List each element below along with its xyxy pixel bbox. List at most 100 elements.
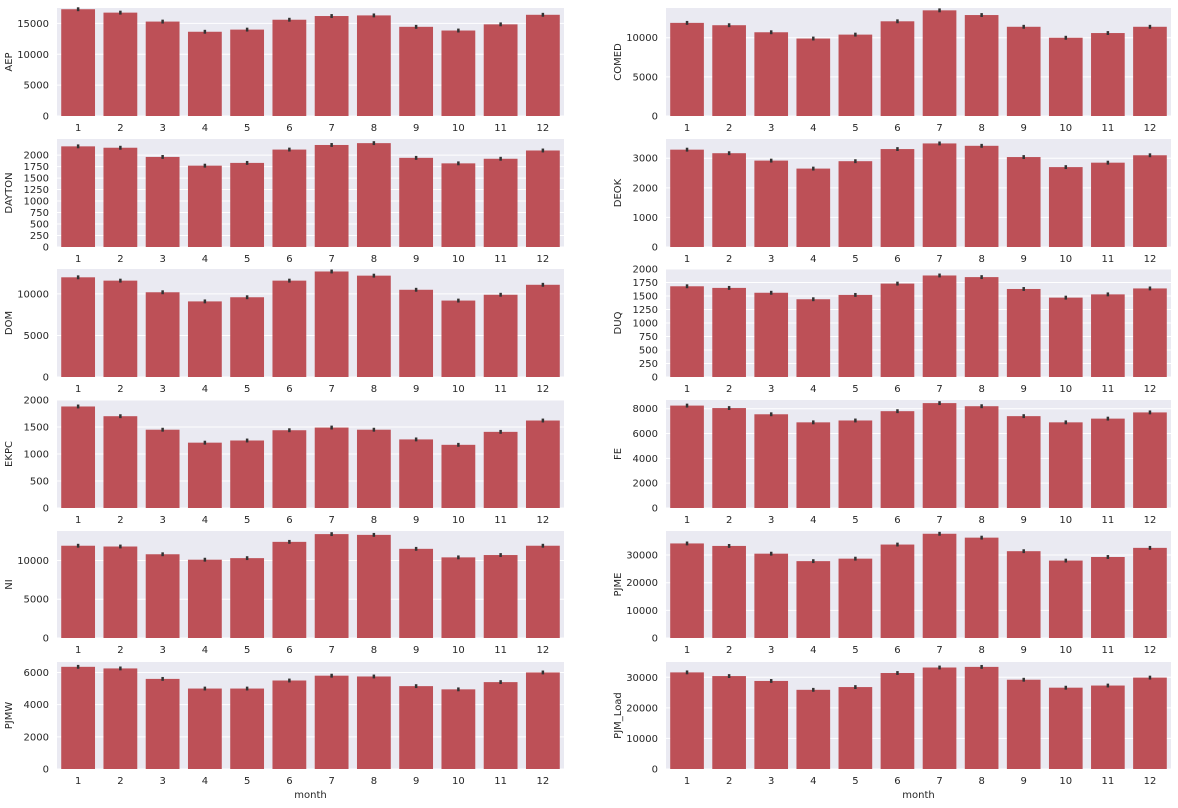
y-tick-label: 30000 [626,673,658,684]
y-tick-label: 1500 [24,423,49,434]
x-tick-label: 5 [244,645,250,656]
x-tick-label: 7 [936,776,942,787]
bar [922,403,957,508]
x-tick-label: 4 [810,776,816,787]
bar [230,558,265,638]
y-tick-label: 250 [639,359,658,370]
y-tick-label: 20000 [626,578,658,589]
x-tick-label: 2 [117,384,123,395]
bar [314,144,349,247]
bar [61,406,96,508]
x-tick-label: 7 [936,123,942,134]
x-tick-label: 3 [159,123,165,134]
bar [1091,685,1125,769]
bar [61,545,96,638]
bar [356,429,391,508]
bar [103,12,138,117]
x-tick-label: 11 [494,123,507,134]
x-tick-label: 10 [452,645,465,656]
x-tick-label: 6 [894,776,900,787]
x-tick-label: 1 [75,776,81,787]
bar [103,416,138,508]
bar [61,146,96,247]
x-tick-label: 1 [75,645,81,656]
bar [145,21,180,117]
bar [1091,556,1125,638]
x-tick-label: 5 [852,123,858,134]
bar [796,561,831,638]
x-tick-label: 4 [202,254,208,265]
bar [399,26,434,116]
x-tick-label: 1 [684,254,690,265]
y-tick-label: 0 [43,373,49,384]
y-tick-label: 2000 [633,265,658,276]
x-tick-label: 3 [768,123,774,134]
y-tick-label: 0 [652,112,658,123]
x-tick-label: 12 [1144,645,1157,656]
bar [712,25,746,116]
bar [1048,37,1083,116]
bar [103,546,138,638]
bar [1006,157,1041,247]
bar [1133,412,1167,508]
x-tick-label: 1 [684,384,690,395]
x-tick-label: 12 [537,645,550,656]
x-tick-label: 9 [1021,645,1027,656]
bar [1048,167,1083,247]
bar [838,294,873,377]
bar [483,24,518,116]
bar [964,15,999,116]
bar [712,408,746,508]
y-tick-label: 500 [30,477,49,488]
bar [356,143,391,247]
bar [922,533,957,638]
x-tick-label: 5 [244,254,250,265]
x-tick-label: 10 [1059,515,1072,526]
x-tick-label: 10 [1059,776,1072,787]
bar [230,297,265,377]
y-tick-label: 10000 [626,606,658,617]
bar [145,678,180,769]
x-tick-label: 4 [202,123,208,134]
x-tick-label: 9 [413,645,419,656]
x-tick-label: 10 [452,254,465,265]
x-tick-label: 1 [684,515,690,526]
bar [483,682,518,769]
bar [670,672,704,769]
bar [272,680,307,769]
x-tick-label: 2 [117,254,123,265]
x-tick-label: 3 [768,776,774,787]
bar [1048,422,1083,508]
bar [880,673,915,769]
x-tick-label: 9 [413,254,419,265]
bar [145,554,180,638]
x-tick-label: 4 [810,254,816,265]
plot-area [666,139,1171,247]
bar [796,689,831,769]
bar [483,431,518,508]
x-tick-label: 1 [75,384,81,395]
bar [145,429,180,508]
y-axis-label: PJME [613,573,624,597]
plot-area [666,662,1171,769]
x-tick-label: 2 [726,384,732,395]
y-tick-label: 6000 [24,668,49,679]
bar [399,157,434,247]
x-tick-label: 9 [413,515,419,526]
bar [272,430,307,508]
bar [187,442,222,508]
x-tick-label: 1 [75,254,81,265]
bar [880,149,915,247]
y-axis-label: FE [613,448,624,460]
x-tick-label: 7 [328,515,334,526]
x-tick-label: 2 [117,776,123,787]
x-tick-label: 10 [1059,645,1072,656]
bar [964,406,999,508]
bar [880,544,915,638]
x-tick-label: 12 [1144,254,1157,265]
